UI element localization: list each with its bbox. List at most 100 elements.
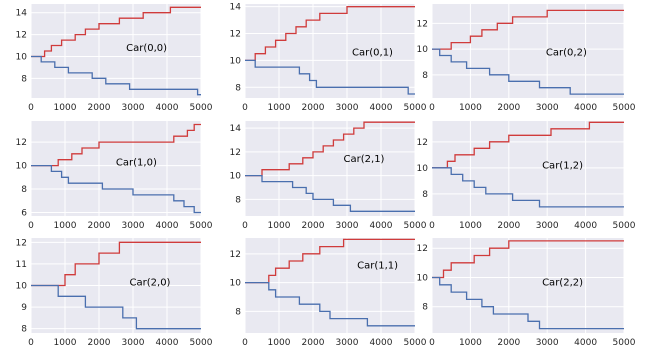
x-tick-label: 0 — [242, 103, 248, 113]
y-tick-label: 9 — [21, 303, 27, 313]
x-tick-label: 0 — [28, 221, 34, 231]
y-tick-label: 10 — [230, 279, 242, 289]
y-tick-label: 12 — [16, 31, 27, 41]
y-tick-label: 8 — [422, 190, 428, 200]
y-tick-label: 8 — [422, 71, 428, 81]
subplot-3: 0 1000 2000 3000 4000 5000 8 10 12 Car(0,2) — [417, 4, 636, 113]
y-tick-label: 10 — [16, 52, 28, 62]
plot-area — [245, 121, 415, 216]
y-tick-label: 8 — [21, 325, 27, 335]
subplot-5: 0 1000 2000 3000 4000 5000 8 10 12 14 Car(2,1) — [230, 121, 427, 231]
x-tick-label: 2000 — [497, 338, 520, 348]
y-tick-label: 10 — [230, 56, 242, 66]
y-tick-label: 12 — [230, 30, 241, 40]
y-tick-label: 10 — [16, 162, 28, 172]
panel-label: Car(0,1) — [352, 48, 393, 59]
y-tick-label: 10 — [417, 45, 429, 55]
series-line-blue — [31, 284, 201, 330]
panel-label: Car(2,2) — [542, 278, 583, 289]
x-tick-label: 5000 — [190, 338, 213, 348]
y-tick-label: 8 — [235, 195, 241, 205]
x-tick-label: 3000 — [536, 221, 559, 231]
x-tick-label: 1000 — [459, 221, 482, 231]
x-tick-label: 3000 — [536, 103, 559, 113]
x-tick-label: 1000 — [268, 221, 291, 231]
x-tick-label: 0 — [28, 103, 34, 113]
x-tick-label: 1000 — [54, 338, 77, 348]
y-tick-label: 8 — [21, 185, 27, 195]
y-tick-label: 8 — [235, 83, 241, 93]
series-line-blue — [31, 55, 201, 96]
y-tick-label: 14 — [230, 124, 242, 134]
y-tick-label: 11 — [16, 260, 27, 270]
subplot-9: 0 1000 2000 3000 4000 5000 8 10 12 Car(2,2) — [417, 238, 636, 348]
x-tick-label: 5000 — [404, 338, 427, 348]
x-tick-label: 1000 — [268, 338, 291, 348]
panel-label: Car(1,2) — [542, 161, 583, 172]
y-tick-label: 12 — [417, 138, 428, 148]
y-tick-label: 14 — [16, 9, 28, 19]
x-tick-label: 5000 — [613, 338, 636, 348]
y-tick-label: 8 — [235, 307, 241, 317]
x-tick-label: 0 — [242, 338, 248, 348]
plot-area — [31, 121, 201, 216]
x-tick-label: 4000 — [156, 338, 179, 348]
x-tick-label: 4000 — [370, 103, 393, 113]
x-tick-label: 5000 — [404, 103, 427, 113]
panel-label: Car(1,1) — [357, 260, 398, 271]
series-line-blue — [31, 164, 201, 214]
x-tick-label: 0 — [242, 221, 248, 231]
panel-label: Car(0,0) — [126, 43, 167, 54]
series-line-red — [31, 123, 201, 167]
x-tick-label: 5000 — [190, 221, 213, 231]
panel-label: Car(0,2) — [546, 48, 587, 59]
x-tick-label: 4000 — [370, 338, 393, 348]
x-tick-label: 4000 — [156, 221, 179, 231]
x-tick-label: 2000 — [88, 221, 111, 231]
x-tick-label: 4000 — [574, 221, 597, 231]
x-tick-label: 3000 — [122, 338, 145, 348]
series-line-blue — [432, 167, 624, 208]
x-tick-label: 4000 — [370, 221, 393, 231]
series-line-red — [432, 240, 624, 279]
x-tick-label: 0 — [429, 103, 435, 113]
panel-label: Car(1,0) — [116, 158, 157, 169]
y-tick-label: 12 — [16, 238, 27, 248]
panel-label: Car(2,1) — [344, 154, 385, 165]
y-tick-label: 8 — [21, 74, 27, 84]
subplot-8: 0 1000 2000 3000 4000 5000 8 10 12 Car(1,1) — [230, 238, 427, 348]
x-tick-label: 5000 — [613, 221, 636, 231]
panel-label: Car(2,0) — [130, 278, 171, 289]
x-tick-label: 3000 — [122, 221, 145, 231]
series-line-red — [31, 6, 201, 58]
series-line-red — [245, 121, 415, 177]
y-tick-label: 14 — [230, 3, 242, 13]
x-tick-label: 0 — [28, 338, 34, 348]
y-tick-label: 12 — [417, 244, 428, 254]
y-tick-label: 12 — [230, 148, 241, 158]
plot-area — [432, 4, 624, 98]
x-tick-label: 2000 — [88, 103, 111, 113]
x-tick-label: 3000 — [336, 338, 359, 348]
x-tick-label: 0 — [429, 338, 435, 348]
series-line-blue — [432, 276, 624, 330]
x-tick-label: 5000 — [613, 103, 636, 113]
y-tick-label: 6 — [21, 208, 27, 218]
series-line-red — [245, 6, 415, 62]
x-tick-label: 2000 — [497, 221, 520, 231]
x-tick-label: 5000 — [190, 103, 213, 113]
plot-area — [245, 4, 415, 98]
series-line-red — [432, 9, 624, 50]
y-tick-label: 12 — [230, 250, 241, 260]
x-tick-label: 4000 — [574, 103, 597, 113]
x-tick-label: 1000 — [54, 103, 77, 113]
x-tick-label: 0 — [429, 221, 435, 231]
y-tick-label: 10 — [417, 273, 429, 283]
series-line-blue — [245, 174, 415, 212]
y-tick-label: 8 — [422, 303, 428, 313]
y-tick-label: 10 — [16, 282, 28, 292]
x-tick-label: 4000 — [574, 338, 597, 348]
series-line-red — [31, 241, 201, 287]
series-line-red — [432, 121, 624, 169]
